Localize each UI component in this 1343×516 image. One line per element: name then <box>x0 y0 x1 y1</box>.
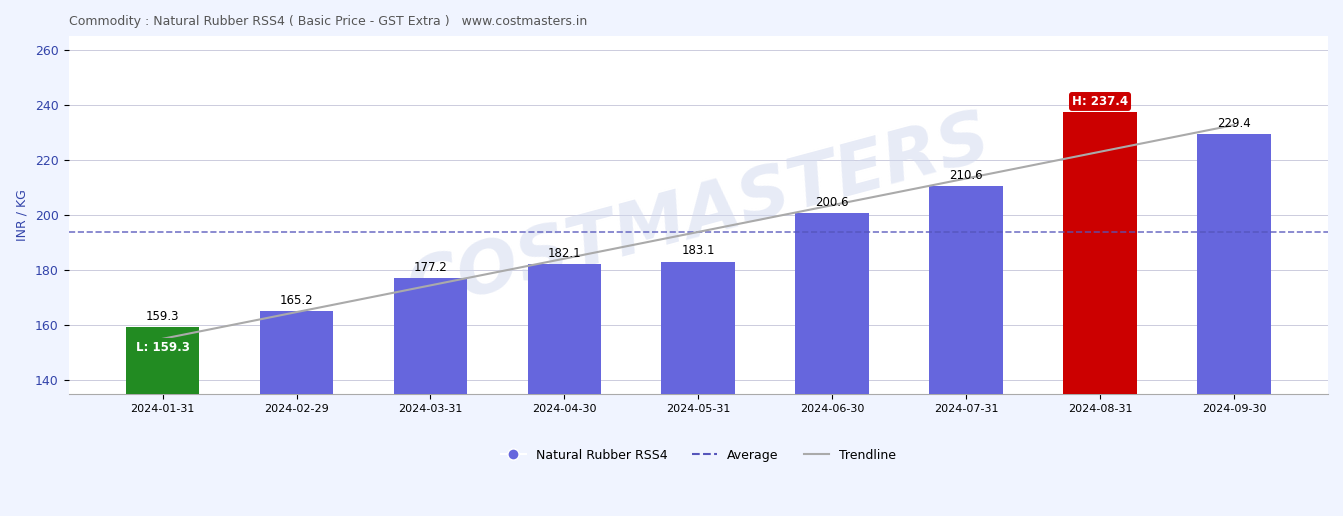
Bar <box>1064 112 1136 516</box>
Text: 165.2: 165.2 <box>279 294 313 307</box>
Text: Commodity : Natural Rubber RSS4 ( Basic Price - GST Extra )   www.costmasters.in: Commodity : Natural Rubber RSS4 ( Basic … <box>68 15 587 28</box>
Bar <box>662 262 735 516</box>
Bar <box>929 186 1003 516</box>
Bar <box>528 264 602 516</box>
Text: 182.1: 182.1 <box>548 247 582 260</box>
Text: 177.2: 177.2 <box>414 261 447 273</box>
Text: 200.6: 200.6 <box>815 196 849 209</box>
Text: 183.1: 183.1 <box>681 245 714 257</box>
Text: 237.4: 237.4 <box>1084 95 1117 108</box>
Text: 210.6: 210.6 <box>950 169 983 182</box>
Bar <box>126 327 200 516</box>
Legend: Natural Rubber RSS4, Average, Trendline: Natural Rubber RSS4, Average, Trendline <box>496 444 901 466</box>
Text: L: 159.3: L: 159.3 <box>136 341 189 354</box>
Text: H: 237.4: H: 237.4 <box>1072 95 1128 108</box>
Text: 159.3: 159.3 <box>146 310 180 323</box>
Y-axis label: INR / KG: INR / KG <box>15 189 28 241</box>
Bar <box>393 278 467 516</box>
Bar <box>1197 134 1270 516</box>
Bar <box>795 214 869 516</box>
Text: COSTMASTERS: COSTMASTERS <box>399 104 998 326</box>
Bar <box>259 311 333 516</box>
Text: 229.4: 229.4 <box>1217 117 1250 130</box>
